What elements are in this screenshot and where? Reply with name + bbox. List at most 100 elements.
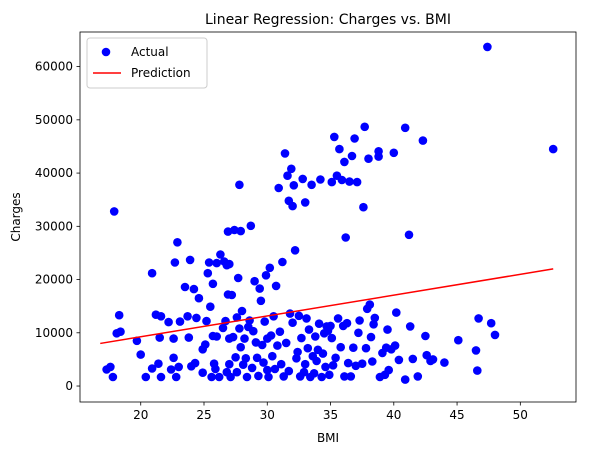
actual-point-198 — [400, 375, 410, 384]
actual-point-19 — [169, 334, 178, 343]
actual-point-62 — [227, 290, 237, 300]
actual-point-213 — [483, 42, 492, 52]
actual-point-163 — [343, 358, 353, 368]
actual-point-149 — [327, 177, 337, 187]
actual-point-179 — [365, 300, 375, 309]
actual-point-197 — [400, 123, 410, 133]
actual-point-9 — [141, 372, 151, 382]
x-tick-label: 40 — [386, 408, 401, 422]
actual-point-104 — [275, 327, 285, 337]
actual-point-17 — [164, 317, 173, 327]
actual-point-172 — [355, 316, 364, 325]
actual-point-61 — [226, 372, 235, 382]
chart-title: Linear Regression: Charges vs. BMI — [205, 12, 451, 28]
y-tick-label: 40000 — [35, 166, 73, 180]
actual-point-41 — [206, 302, 215, 312]
actual-point-181 — [368, 357, 377, 366]
actual-point-102 — [273, 341, 282, 350]
actual-point-201 — [408, 354, 418, 364]
actual-point-182 — [369, 320, 378, 329]
actual-point-175 — [360, 122, 370, 132]
actual-point-94 — [263, 365, 272, 375]
actual-point-147 — [326, 321, 335, 331]
actual-point-216 — [548, 144, 558, 154]
actual-point-83 — [250, 276, 259, 286]
actual-point-199 — [404, 230, 414, 240]
actual-point-91 — [260, 317, 270, 326]
actual-point-37 — [201, 340, 210, 349]
actual-point-160 — [340, 372, 349, 381]
actual-point-97 — [266, 331, 276, 340]
actual-point-159 — [340, 157, 349, 167]
prediction-line-group — [100, 268, 554, 345]
actual-point-170 — [352, 177, 362, 187]
actual-point-202 — [413, 372, 423, 381]
actual-point-166 — [347, 151, 357, 161]
actual-point-111 — [284, 366, 294, 376]
actual-point-38 — [202, 316, 211, 326]
actual-point-75 — [240, 334, 249, 343]
actual-point-28 — [184, 333, 194, 342]
actual-point-150 — [328, 361, 338, 370]
x-tick-label: 45 — [449, 408, 464, 422]
actual-point-58 — [225, 359, 234, 369]
actual-point-211 — [474, 314, 483, 323]
legend-actual-marker — [101, 47, 111, 57]
actual-point-168 — [350, 134, 359, 143]
actual-point-70 — [235, 180, 244, 190]
actual-point-13 — [154, 359, 163, 369]
actual-point-95 — [264, 372, 273, 382]
actual-point-23 — [173, 238, 182, 247]
actual-point-141 — [318, 349, 328, 358]
actual-point-92 — [261, 271, 271, 280]
legend: Actual Prediction — [86, 37, 208, 89]
actual-point-191 — [384, 365, 394, 375]
actual-point-109 — [281, 338, 291, 348]
actual-point-65 — [231, 353, 240, 362]
actual-point-8 — [136, 350, 145, 359]
actual-point-22 — [171, 372, 181, 382]
actual-point-66 — [232, 313, 242, 322]
actual-point-49 — [214, 372, 224, 382]
actual-point-108 — [280, 149, 290, 158]
actual-point-195 — [392, 308, 401, 317]
actual-point-86 — [254, 371, 263, 381]
actual-point-138 — [314, 319, 324, 329]
y-tick-label: 30000 — [35, 219, 73, 233]
x-tick-label: 30 — [260, 408, 275, 422]
actual-point-89 — [257, 340, 267, 350]
actual-point-32 — [190, 358, 200, 368]
actual-point-82 — [249, 326, 258, 336]
actual-point-39 — [203, 268, 213, 278]
actual-point-60 — [225, 259, 234, 269]
legend-box — [86, 37, 208, 89]
y-tick-label: 10000 — [35, 326, 73, 340]
actual-point-185 — [374, 147, 383, 156]
actual-point-36 — [198, 368, 207, 378]
y-tick-label: 60000 — [35, 60, 73, 74]
actual-point-34 — [194, 293, 204, 303]
actual-point-67 — [232, 367, 242, 377]
actual-point-106 — [278, 257, 287, 267]
actual-point-48 — [212, 332, 221, 341]
actual-point-121 — [294, 311, 304, 321]
actual-point-114 — [287, 164, 296, 174]
actual-point-212 — [473, 366, 482, 375]
actual-point-14 — [155, 333, 164, 342]
actual-point-120 — [293, 347, 302, 357]
actual-point-180 — [366, 332, 376, 342]
actual-point-204 — [421, 331, 430, 341]
actual-point-155 — [335, 144, 344, 154]
y-axis-label: Charges — [9, 192, 23, 241]
actual-point-53 — [221, 316, 230, 326]
actual-point-116 — [288, 201, 297, 211]
actual-point-80 — [246, 221, 256, 231]
actual-point-68 — [233, 273, 243, 283]
y-axis-ticks: 0 10000 20000 30000 40000 50000 60000 — [35, 60, 80, 393]
actual-point-176 — [361, 343, 371, 353]
actual-point-123 — [297, 333, 306, 343]
actual-point-46 — [211, 364, 220, 374]
actual-point-151 — [330, 132, 339, 142]
actual-point-214 — [486, 318, 496, 328]
actual-point-115 — [288, 318, 297, 328]
